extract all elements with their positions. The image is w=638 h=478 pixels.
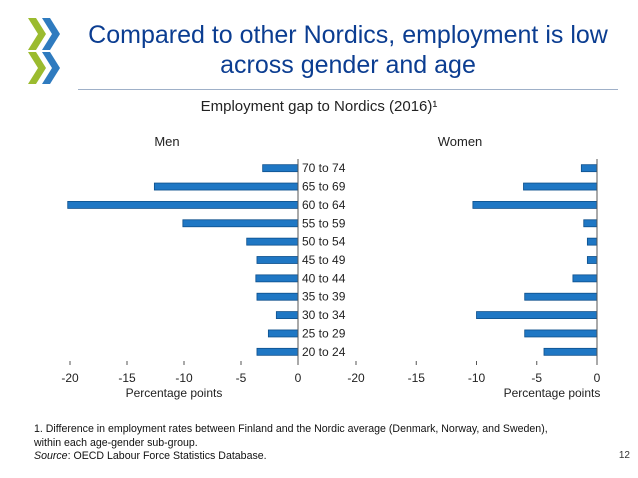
bar [583,219,598,228]
category-label: 55 to 59 [302,216,346,230]
bar [256,256,299,264]
bar [572,274,598,283]
chart-title: Employment gap to Nordics (2016)¹ [200,98,438,115]
page-number: 12 [618,450,630,461]
slide-title: Compared to other Nordics, employment is… [88,21,608,79]
bar [275,311,299,319]
x-tick-label: 0 [594,371,601,385]
bar [246,237,299,246]
category-label: 20 to 24 [302,345,346,359]
bar [472,201,598,209]
source-label: Source [34,450,68,462]
oecd-logo-icon [28,18,60,84]
x-axis-label: Percentage points [126,386,223,400]
bar [262,164,299,173]
category-label: 50 to 54 [302,235,346,249]
x-tick-label: -15 [118,371,136,385]
x-tick-label: -20 [61,371,79,385]
bar [67,201,299,209]
x-axis-label: Percentage points [504,386,601,400]
category-label: 25 to 29 [302,326,346,340]
category-label: 65 to 69 [302,180,346,194]
bar [256,292,299,301]
title-divider [78,89,618,90]
x-tick-label: 0 [295,371,302,385]
category-label: 35 to 39 [302,290,346,304]
category-label: 40 to 44 [302,271,346,285]
x-tick-label: -5 [531,371,542,385]
x-tick-label: -15 [408,371,426,385]
x-tick-label: -10 [468,371,486,385]
bar [153,182,299,191]
bar [182,219,299,228]
category-label: 30 to 34 [302,308,346,322]
bar [524,329,598,338]
x-tick-label: -5 [236,371,247,385]
bar [256,347,299,356]
bar [580,164,598,173]
bar [586,237,598,246]
x-tick-label: -20 [347,371,365,385]
category-label: 70 to 74 [302,161,346,175]
bar [523,182,598,191]
category-label: 60 to 64 [302,198,346,212]
bar [267,329,299,338]
source-line: Source: OECD Labour Force Statistics Dat… [34,450,267,462]
source-text: : OECD Labour Force Statistics Database. [67,450,267,462]
bar [543,347,598,356]
panel-title: Women [438,134,483,149]
x-tick-label: -10 [175,371,193,385]
bar [586,256,598,264]
category-label: 45 to 49 [302,253,346,267]
bar [524,292,598,301]
bar [476,311,598,319]
bar [255,274,299,283]
footnote: 1. Difference in employment rates betwee… [34,423,548,449]
panel-title: Men [154,134,179,149]
